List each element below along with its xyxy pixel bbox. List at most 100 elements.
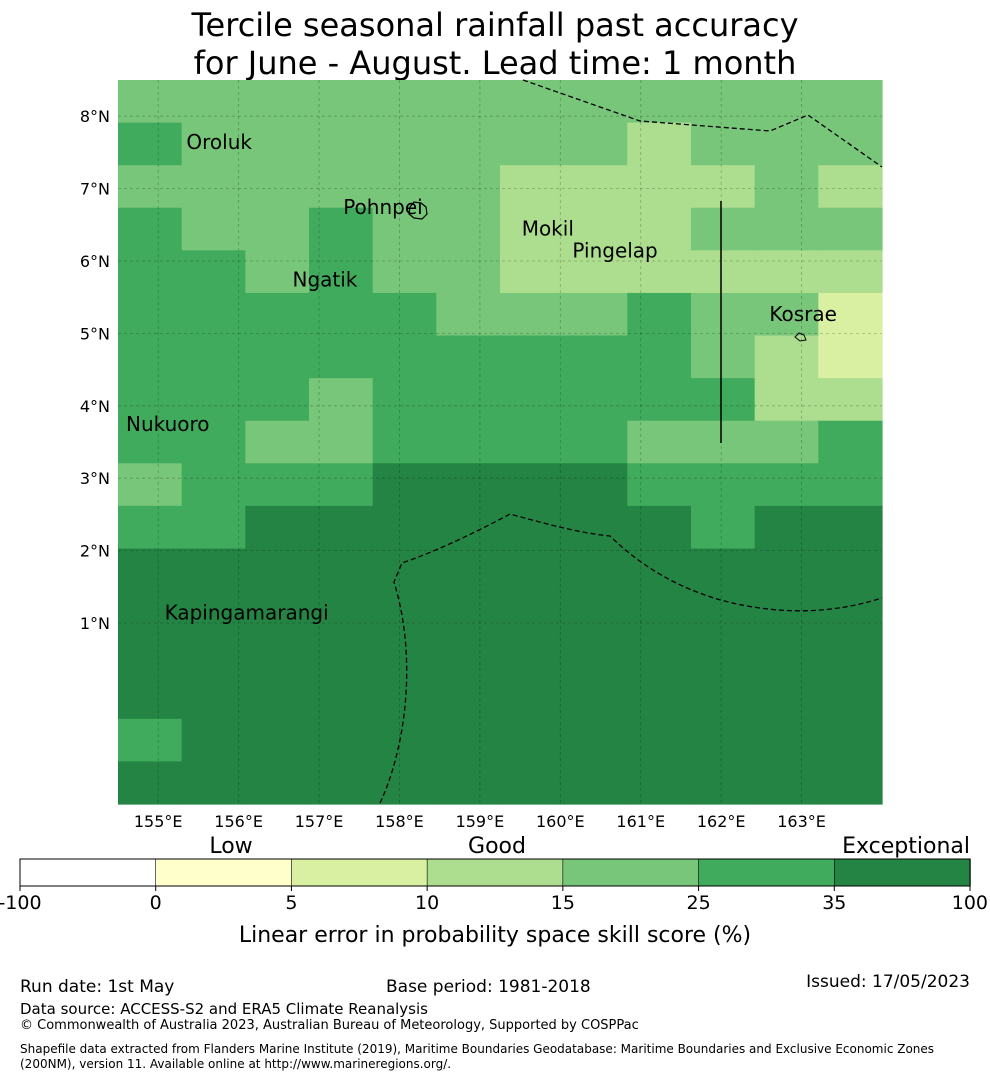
skill-cell [436, 207, 501, 251]
skill-cell [627, 207, 692, 251]
skill-cell [309, 505, 374, 550]
skill-cell [818, 676, 883, 720]
skill-cell [118, 676, 183, 720]
skill-cell [691, 335, 756, 379]
skill-cell [500, 250, 565, 294]
colorbar-tick-label: -100 [0, 892, 42, 914]
colorbar-tick-label: 35 [822, 892, 846, 914]
skill-cell [372, 463, 437, 507]
skill-cell [372, 292, 437, 337]
lon-tick-label: 155°E [134, 812, 183, 831]
skill-cell [754, 548, 819, 592]
skill-cell [372, 122, 437, 166]
skill-cell [436, 335, 501, 379]
skill-cell [372, 676, 437, 720]
skill-cell [563, 548, 628, 592]
skill-cell [118, 761, 183, 805]
skill-cell [563, 207, 628, 251]
skill-cell [181, 761, 246, 805]
data-source: Data source: ACCESS-S2 and ERA5 Climate … [20, 1000, 428, 1018]
skill-cell [181, 80, 246, 124]
skill-cell [754, 633, 819, 677]
skill-cell [818, 633, 883, 677]
skill-cell [691, 505, 756, 550]
skill-cell [309, 463, 374, 507]
skill-cell [309, 292, 374, 337]
skill-cell [500, 463, 565, 507]
skill-cell [627, 292, 692, 337]
skill-cell [245, 718, 310, 763]
skill-cell [181, 718, 246, 763]
skill-cell [181, 122, 246, 166]
place-label: Ngatik [293, 267, 358, 291]
lon-tick-label: 158°E [375, 812, 424, 831]
skill-cell [563, 378, 628, 422]
place-label: Pingelap [572, 238, 657, 262]
skill-cell [436, 761, 501, 805]
skill-cell [563, 165, 628, 209]
skill-grid [118, 80, 883, 805]
skill-cell [563, 718, 628, 763]
skill-cell [691, 378, 756, 422]
skill-cell [245, 292, 310, 337]
skill-cell [691, 548, 756, 592]
skill-cell [691, 207, 756, 251]
skill-cell [818, 250, 883, 294]
issued-date: Issued: 17/05/2023 [806, 972, 970, 992]
lat-tick-label: 2°N [80, 542, 110, 561]
category-label-low: Low [209, 834, 252, 859]
skill-cell [309, 80, 374, 124]
skill-cell [500, 122, 565, 166]
skill-cell [627, 633, 692, 677]
skill-cell [181, 250, 246, 294]
skill-cell [436, 633, 501, 677]
skill-cell [627, 335, 692, 379]
skill-cell [118, 378, 183, 422]
lat-tick-label: 1°N [80, 614, 110, 633]
skill-cell [691, 122, 756, 166]
skill-cell [754, 591, 819, 635]
skill-cell [754, 165, 819, 209]
skill-cell [500, 378, 565, 422]
skill-cell [118, 292, 183, 337]
colorbar-swatch [833, 858, 971, 887]
skill-cell [818, 548, 883, 592]
place-label: Pohnpei [343, 195, 423, 219]
skill-cell [563, 463, 628, 507]
skill-cell [500, 335, 565, 379]
place-label: Kapingamarangi [165, 600, 329, 624]
skill-cell [627, 676, 692, 720]
skill-cell [627, 378, 692, 422]
skill-cell [754, 676, 819, 720]
skill-cell [691, 718, 756, 763]
colorbar: -100 0 5 10 15 25 35 100 Low Good Exceptional L… [0, 834, 988, 948]
skill-cell [245, 463, 310, 507]
title-line-1: Tercile seasonal rainfall past accuracy [191, 6, 799, 44]
skill-cell [754, 718, 819, 763]
skill-cell [245, 633, 310, 677]
skill-cell [372, 250, 437, 294]
skill-cell [563, 761, 628, 805]
skill-cell [563, 335, 628, 379]
colorbar-swatch [698, 858, 835, 887]
skill-cell [754, 378, 819, 422]
skill-cell [500, 420, 565, 464]
skill-cell [754, 122, 819, 166]
shapefile-credit-line-2: (200NM), version 11. Available online at… [20, 1057, 452, 1071]
skill-cell [754, 80, 819, 124]
skill-cell [436, 676, 501, 720]
skill-cell [372, 420, 437, 464]
colorbar-tick-labels: -100 0 5 10 15 25 35 100 [0, 886, 988, 914]
skill-cell [181, 591, 246, 635]
skill-cell [118, 335, 183, 379]
skill-cell [500, 633, 565, 677]
skill-cell [118, 718, 183, 763]
skill-cell [181, 676, 246, 720]
place-label: Mokil [522, 217, 574, 241]
skill-cell [181, 548, 246, 592]
skill-cell [181, 505, 246, 550]
skill-cell [245, 122, 310, 166]
skill-cell [181, 378, 246, 422]
colorbar-frame [19, 858, 971, 887]
